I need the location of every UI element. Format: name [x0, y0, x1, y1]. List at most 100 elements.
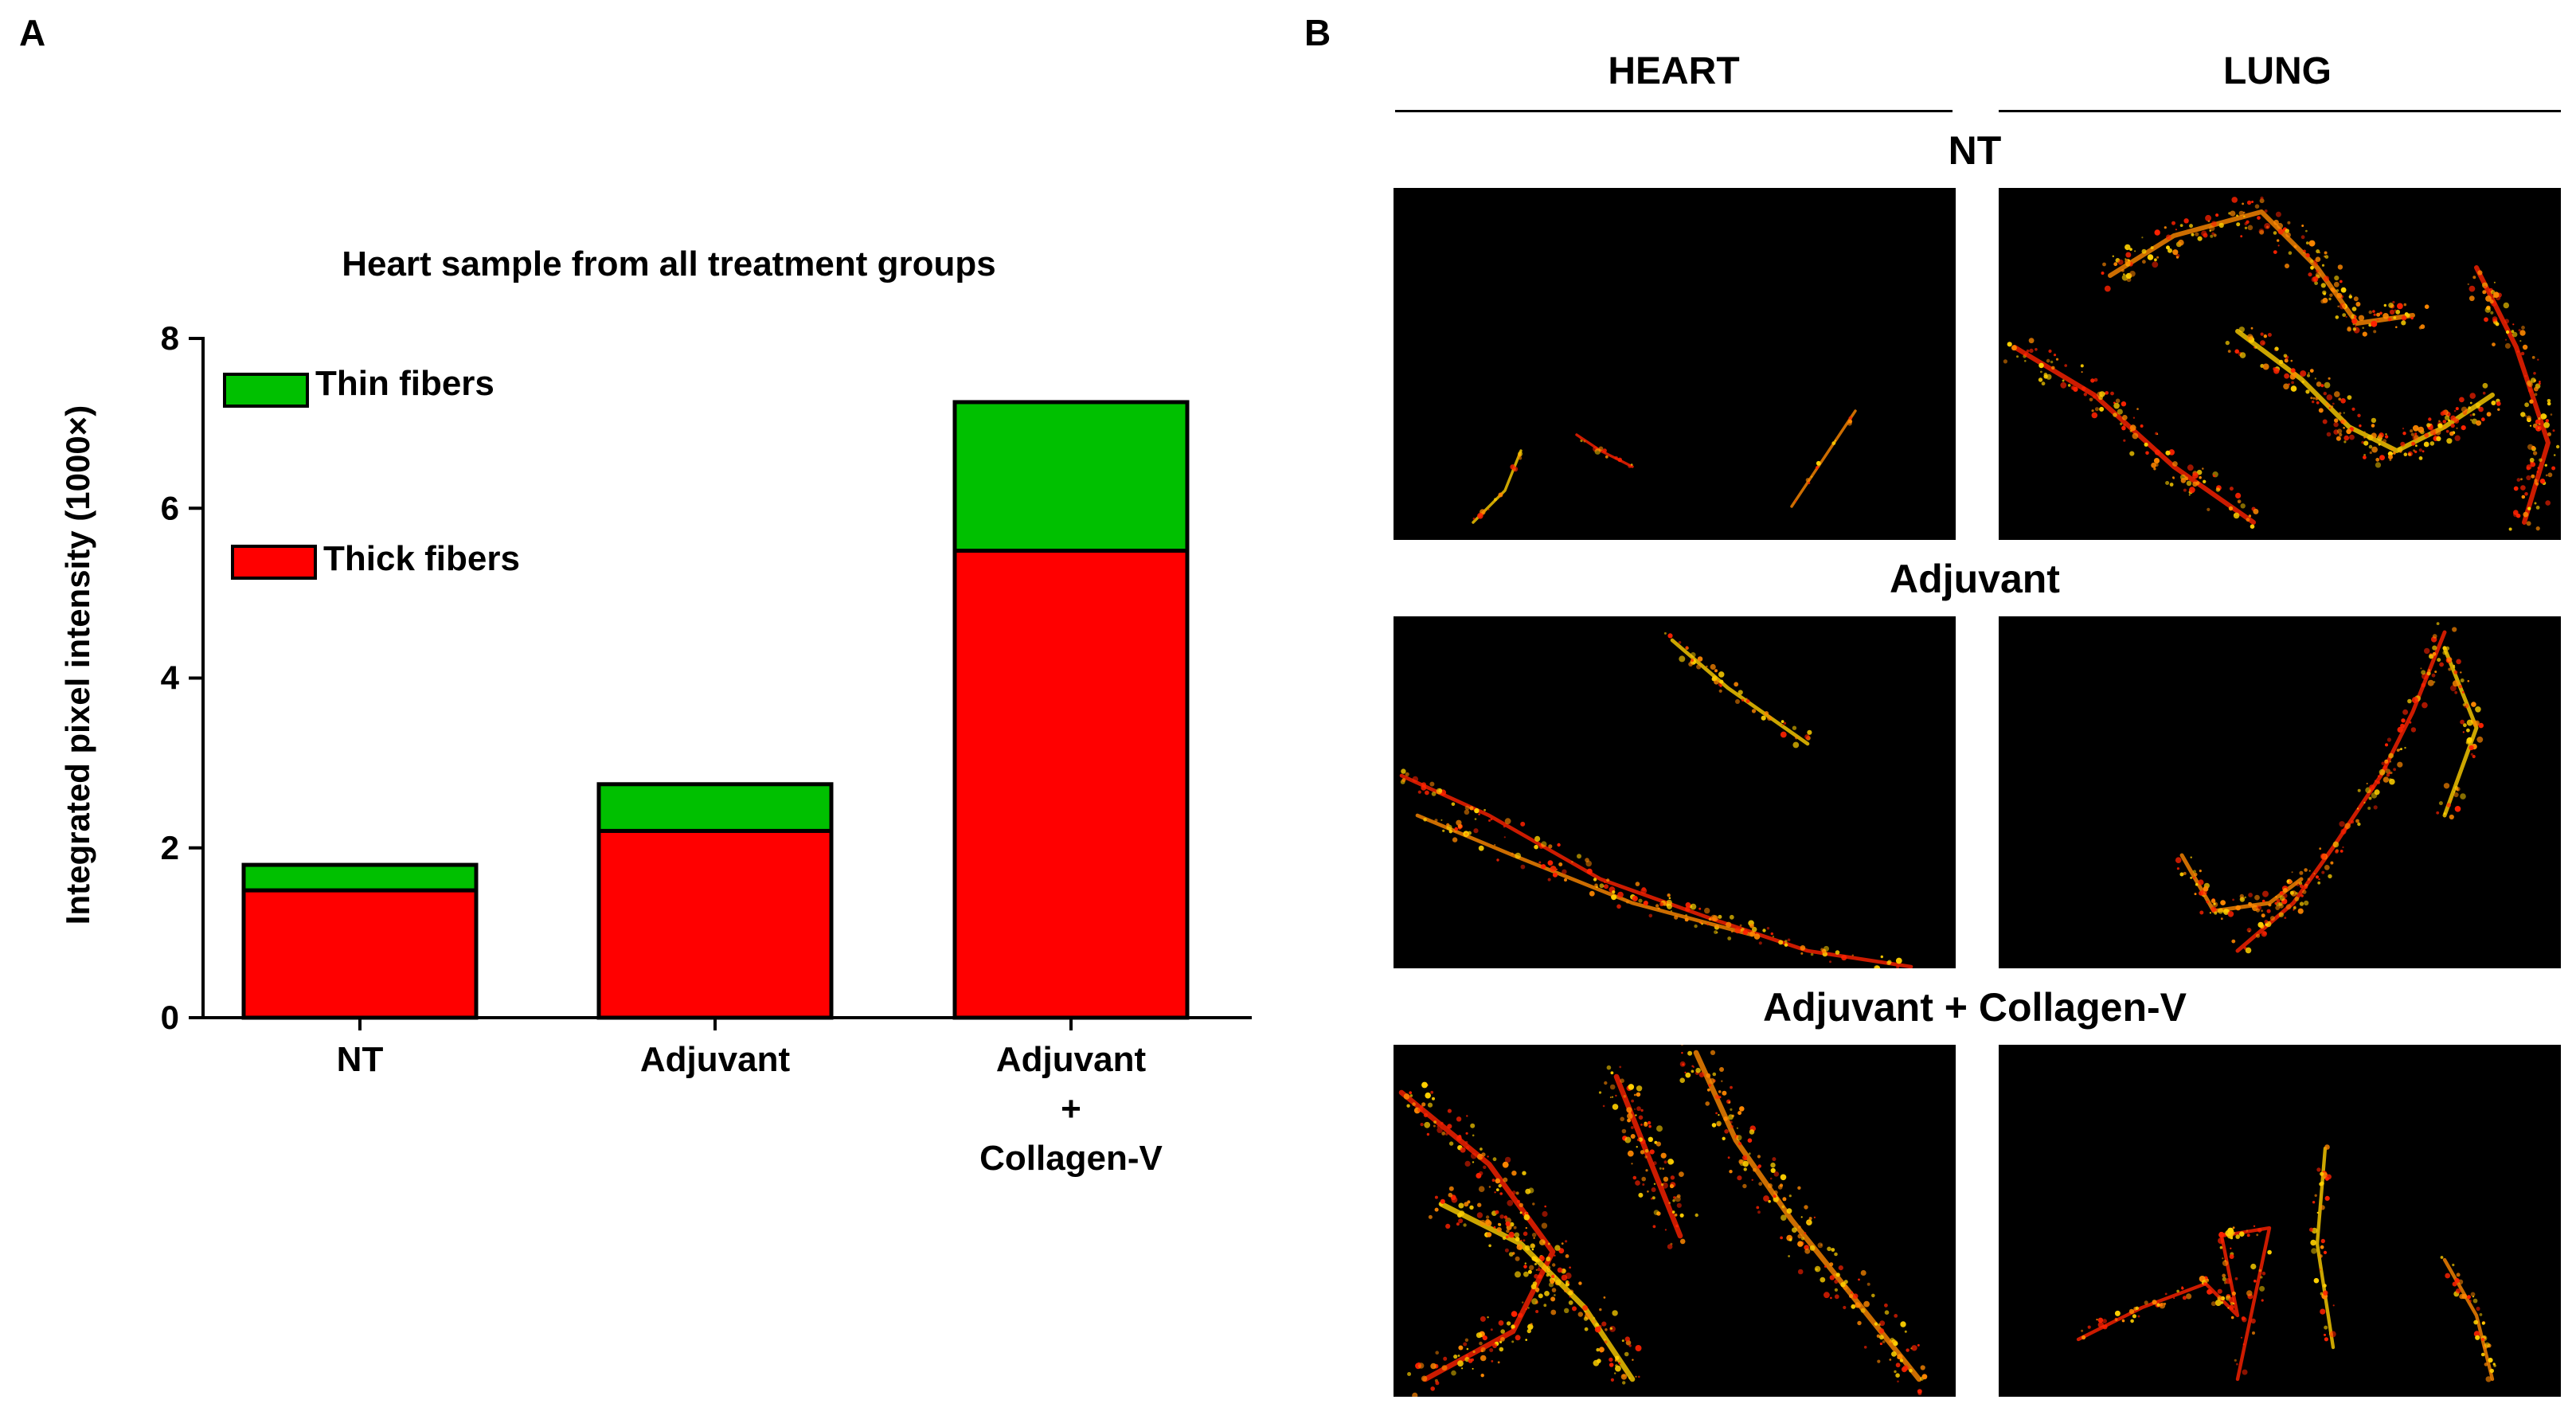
fiber-speck	[1409, 1094, 1413, 1097]
fiber-speck	[2199, 910, 2204, 915]
fiber-speck	[2207, 507, 2211, 511]
fiber-speck	[1871, 1293, 1875, 1298]
fiber-speck	[1635, 1345, 1642, 1351]
fiber-speck	[1729, 1170, 1733, 1174]
fiber-speck	[2026, 349, 2030, 353]
fiber-speck	[1594, 1326, 1601, 1333]
fiber-speck	[2238, 326, 2245, 333]
fiber-speck	[2466, 728, 2470, 733]
fiber-speck	[2397, 761, 2403, 768]
fiber-speck	[2229, 1304, 2234, 1310]
fiber-speck	[1464, 1160, 1471, 1167]
fiber-speck	[1526, 1328, 1531, 1334]
fiber-speck	[2486, 412, 2492, 417]
fiber-speck	[2091, 409, 2094, 412]
fiber-speck	[2236, 222, 2241, 227]
fiber-speck	[2312, 400, 2315, 404]
fiber-speck	[1494, 1191, 1496, 1194]
fiber-speck	[2310, 397, 2313, 400]
fiber-speck	[1706, 1088, 1710, 1092]
fiber-speck	[2300, 370, 2307, 377]
fiber-speck	[1779, 1183, 1784, 1187]
fiber-speck	[1714, 930, 1718, 934]
fiber-speck	[2189, 224, 2193, 229]
bar-segment-thin-0	[241, 862, 479, 893]
fiber-speck	[2324, 381, 2331, 389]
fiber-speck	[2234, 1276, 2238, 1280]
fiber-speck	[2359, 424, 2362, 428]
fiber-speck	[1786, 1208, 1792, 1214]
fiber-speck	[1619, 1065, 1622, 1069]
fiber-speck	[2114, 1310, 2121, 1316]
fiber-speck	[2254, 894, 2260, 901]
fiber-speck	[1804, 734, 1810, 740]
fiber-speck	[2152, 261, 2159, 268]
fiber-speck	[2426, 671, 2431, 676]
fiber-speck	[2397, 726, 2403, 733]
fiber-speck	[2053, 354, 2057, 357]
x-tick-label: +	[1061, 1089, 1081, 1128]
fiber-speck	[2462, 703, 2466, 706]
fiber-speck	[1538, 861, 1542, 864]
fiber-speck	[1506, 1321, 1511, 1326]
fiber-speck	[2351, 407, 2355, 411]
fiber-speck	[2371, 320, 2378, 327]
fiber-speck	[2102, 262, 2106, 267]
fiber-speck	[2377, 775, 2380, 778]
fiber-speck	[2295, 892, 2298, 895]
fiber-speck	[2132, 416, 2136, 419]
fiber-speck	[2242, 1317, 2247, 1323]
fiber-speck	[2117, 409, 2123, 415]
fiber-speck	[2336, 436, 2341, 441]
fiber-speck	[1525, 1226, 1527, 1230]
fiber-speck	[2212, 474, 2216, 478]
fiber-speck	[2339, 432, 2343, 437]
fiber-speck	[2046, 373, 2052, 380]
fiber-speck	[1694, 924, 1698, 929]
fiber-speck	[1445, 1132, 1448, 1136]
fiber-speck	[2179, 872, 2184, 877]
fiber-speck	[1480, 1374, 1484, 1378]
fiber-speck	[1628, 464, 1632, 468]
fiber-speck	[1516, 1244, 1523, 1250]
fiber-speck	[1627, 1118, 1632, 1123]
fiber-speck	[1696, 664, 1702, 670]
fiber-speck	[1698, 907, 1702, 910]
fiber-speck	[2102, 1319, 2107, 1323]
fiber-speck	[1781, 1205, 1785, 1209]
bar-segment-thick-2	[952, 549, 1190, 1020]
fiber-speck	[1742, 929, 1749, 935]
fiber-speck	[2235, 905, 2241, 911]
fiber-speck	[2445, 1273, 2451, 1279]
fiber-speck	[2329, 293, 2333, 297]
fiber-speck	[1834, 1279, 1839, 1284]
fiber-speck	[2394, 309, 2397, 311]
fiber-speck	[2129, 429, 2132, 432]
fiber-speck	[1431, 792, 1437, 796]
fiber-speck	[2035, 348, 2038, 351]
fiber-speck	[1409, 1091, 1412, 1094]
fiber-speck	[2456, 427, 2458, 429]
fiber-speck	[2371, 424, 2375, 428]
fiber-speck	[1695, 1067, 1701, 1073]
fiber-speck	[1742, 1183, 1747, 1189]
fiber-speck	[2392, 300, 2395, 304]
fiber-speck	[1547, 860, 1554, 866]
fiber-speck	[2379, 455, 2385, 461]
fiber-speck	[1534, 835, 1541, 842]
fiber-speck	[2462, 731, 2465, 733]
fiber-speck	[2459, 397, 2465, 403]
fiber-speck	[1468, 1359, 1473, 1363]
fiber-speck	[2484, 1362, 2488, 1366]
fiber-speck	[2101, 272, 2105, 275]
fiber-speck	[2363, 801, 2366, 804]
fiber-speck	[2291, 871, 2293, 874]
fiber-speck	[2526, 475, 2531, 481]
fiber-speck	[2376, 312, 2381, 317]
fiber-speck	[1730, 930, 1734, 933]
fiber-speck	[2535, 419, 2540, 424]
fiber-speck	[2248, 893, 2253, 897]
fiber-speck	[2333, 421, 2339, 428]
fiber-speck	[1535, 1310, 1539, 1313]
fiber-speck	[1531, 1233, 1537, 1237]
